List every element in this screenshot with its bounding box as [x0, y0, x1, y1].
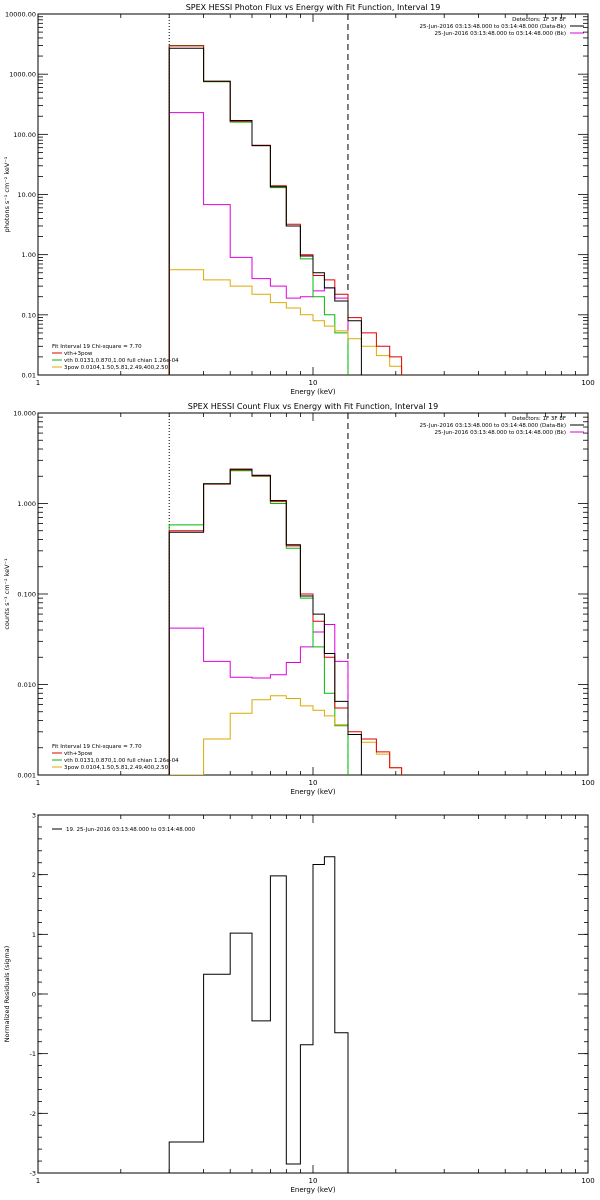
y-tick-label: 1.000 — [17, 500, 36, 508]
x-tick-label: 100 — [581, 1177, 594, 1185]
series-line-4 — [168, 468, 362, 775]
series-line-2 — [168, 269, 403, 375]
y-tick-label: 2 — [32, 871, 36, 879]
y-axis-label: counts s⁻¹ cm⁻² keV⁻¹ — [3, 558, 11, 630]
legend-text: 3pow 0.0104,1.50,5.81,2.49,400,2.50 — [64, 765, 169, 771]
y-tick-label: 0.001 — [17, 772, 36, 780]
y-tick-label: -2 — [30, 1110, 36, 1118]
x-tick-label: 10 — [309, 1177, 318, 1185]
y-tick-label: 10.000 — [13, 410, 36, 418]
y-tick-label: 3 — [32, 812, 36, 820]
x-tick-label: 100 — [581, 379, 594, 387]
series-line-2 — [169, 695, 403, 775]
series-line-1 — [168, 45, 349, 375]
x-axis-label: Energy (keV) — [290, 388, 335, 396]
info-line: 25-Jun-2016 03:13:48.000 to 03:14:48.000… — [420, 24, 566, 30]
legend-text: Fit Interval 19 Chi-square = 7.70 — [52, 744, 142, 750]
x-tick-label: 10 — [309, 779, 318, 787]
info-line: 25-Jun-2016 03:13:48.000 to 03:14:48.000… — [420, 423, 566, 429]
x-tick-label: 1 — [36, 379, 40, 387]
y-tick-label: 1000.00 — [9, 71, 36, 79]
info-line: Detectors: 1F 3F 8F — [512, 416, 566, 422]
y-tick-label: -1 — [30, 1050, 36, 1058]
y-axis-label: Normalized Residuals (sigma) — [3, 946, 11, 1043]
legend-text: 3pow 0.0104,1.50,5.81,2.49,400,2.50 — [64, 365, 169, 371]
info-line: 25-Jun-2016 03:13:48.000 to 03:14:48.000… — [434, 430, 566, 436]
x-tick-label: 100 — [581, 779, 594, 787]
series-line-4 — [168, 47, 362, 375]
chart-title: SPEX HESSI Photon Flux vs Energy with Fi… — [186, 3, 441, 12]
legend-text: Fit Interval 19 Chi-square = 7.70 — [52, 344, 142, 350]
y-tick-label: 100.00 — [13, 131, 36, 139]
y-axis-label: photons s⁻¹ cm⁻² keV⁻¹ — [3, 156, 11, 232]
legend-text: vth 0.0131,0.870,1.00 full chian 1.26e-0… — [64, 758, 179, 764]
y-tick-label: 0.01 — [22, 372, 36, 380]
legend-text: vth+3pow — [64, 351, 93, 357]
series-line-0 — [168, 624, 349, 775]
series-line-0 — [168, 856, 349, 1173]
x-axis-label: Energy (keV) — [290, 788, 335, 796]
y-tick-label: 10000.00 — [5, 11, 36, 19]
y-tick-label: 0.010 — [17, 681, 36, 689]
y-tick-label: 10.00 — [17, 191, 36, 199]
y-tick-label: 1.00 — [22, 251, 36, 259]
x-axis-label: Energy (keV) — [290, 1186, 335, 1194]
chart-title: SPEX HESSI Count Flux vs Energy with Fit… — [188, 402, 439, 411]
series-line-1 — [168, 470, 349, 775]
series-line-3 — [168, 45, 403, 375]
x-tick-label: 10 — [309, 379, 318, 387]
y-tick-label: 1 — [32, 931, 36, 939]
legend-text: 19. 25-Jun-2016 03:13:48.000 to 03:14:48… — [66, 827, 196, 833]
y-tick-label: 0.100 — [17, 591, 36, 599]
series-line-0 — [168, 112, 349, 375]
y-tick-label: 0.10 — [22, 311, 36, 319]
x-tick-label: 1 — [36, 1177, 40, 1185]
legend-text: vth 0.0131,0.870,1.00 full chian 1.26e-0… — [64, 358, 179, 364]
x-tick-label: 1 — [36, 779, 40, 787]
y-tick-label: -3 — [30, 1170, 36, 1178]
info-line: 25-Jun-2016 03:13:48.000 to 03:14:48.000… — [434, 31, 566, 37]
legend-text: vth+3pow — [64, 751, 93, 757]
info-line: Detectors: 1F 3F 8F — [512, 17, 566, 23]
y-tick-label: 0 — [32, 991, 36, 999]
